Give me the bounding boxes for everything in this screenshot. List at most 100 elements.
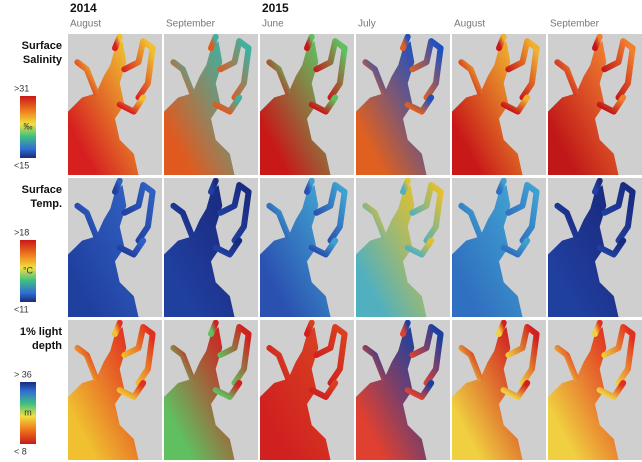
year-label: 2014 (70, 1, 97, 15)
channel (505, 182, 540, 244)
water (164, 185, 235, 317)
channel (554, 202, 580, 240)
channel (116, 237, 147, 258)
channel (217, 324, 252, 386)
channel (212, 380, 243, 400)
channel (362, 202, 388, 240)
channel (313, 38, 348, 101)
channel (266, 59, 292, 97)
water (68, 327, 139, 460)
channel (121, 182, 156, 244)
channel (266, 202, 292, 240)
channel (592, 320, 603, 337)
channel (500, 237, 531, 258)
channel (458, 202, 484, 240)
channel (400, 178, 411, 195)
scale-max: > 36 (14, 369, 32, 379)
water (452, 327, 523, 460)
channel (304, 178, 315, 195)
row-label: Surface (22, 40, 62, 52)
channel (212, 237, 243, 258)
channel (170, 202, 196, 240)
water (260, 41, 331, 175)
channel (601, 38, 636, 101)
map-panel (452, 178, 546, 317)
channel (74, 59, 100, 97)
channel (308, 237, 339, 258)
water (164, 41, 235, 175)
water (164, 327, 235, 460)
channel (404, 94, 435, 115)
colorbar (20, 96, 36, 158)
channel (458, 59, 484, 97)
map-panel (164, 34, 258, 175)
channel (308, 94, 339, 115)
map-panel (548, 178, 642, 317)
water (68, 41, 139, 175)
channel (212, 94, 243, 115)
channel (592, 178, 603, 195)
map-panel (68, 178, 162, 317)
row-label: depth (32, 340, 62, 352)
scale-unit: m (24, 407, 32, 417)
channel (400, 320, 411, 337)
water (356, 327, 427, 460)
channel (170, 59, 196, 97)
month-label: June (262, 19, 284, 30)
water (356, 185, 427, 317)
map-panel (548, 320, 642, 460)
water (260, 185, 331, 317)
map-panel (452, 320, 546, 460)
channel (592, 34, 603, 52)
row-label: Salinity (23, 54, 63, 66)
colorbar (20, 240, 36, 302)
month-label: September (550, 19, 600, 30)
map-panel (356, 178, 450, 317)
scale-max: >31 (14, 83, 29, 93)
map-panel (356, 320, 450, 460)
map-panel (452, 34, 546, 175)
year-label: 2015 (262, 1, 289, 15)
water (356, 41, 427, 175)
map-panel (68, 320, 162, 460)
channel (170, 345, 196, 382)
channel (74, 202, 100, 240)
channel (409, 324, 444, 386)
channel (554, 345, 580, 382)
channel (496, 320, 507, 337)
map-panel (548, 34, 642, 175)
channel (596, 380, 627, 400)
channel (596, 237, 627, 258)
row-label: Temp. (30, 198, 62, 210)
channel (112, 320, 123, 337)
channel (601, 182, 636, 244)
scale-max: >18 (14, 227, 29, 237)
water (548, 41, 619, 175)
channel (500, 380, 531, 400)
month-label: September (166, 19, 216, 30)
channel (500, 94, 531, 115)
channel (458, 345, 484, 382)
channel (496, 178, 507, 195)
channel (208, 34, 219, 52)
channel (409, 38, 444, 101)
channel (308, 380, 339, 400)
month-label: August (70, 19, 101, 30)
channel (304, 34, 315, 52)
water (68, 185, 139, 317)
channel (266, 345, 292, 382)
channel (313, 182, 348, 244)
scale-min: < 8 (14, 446, 27, 456)
scale-unit: °C (23, 265, 34, 275)
water (452, 185, 523, 317)
channel (409, 182, 444, 244)
channel (121, 324, 156, 386)
water (260, 327, 331, 460)
channel (362, 59, 388, 97)
channel (304, 320, 315, 337)
colorbar (20, 382, 36, 444)
map-panel (260, 178, 354, 317)
channel (400, 34, 411, 52)
channel (496, 34, 507, 52)
